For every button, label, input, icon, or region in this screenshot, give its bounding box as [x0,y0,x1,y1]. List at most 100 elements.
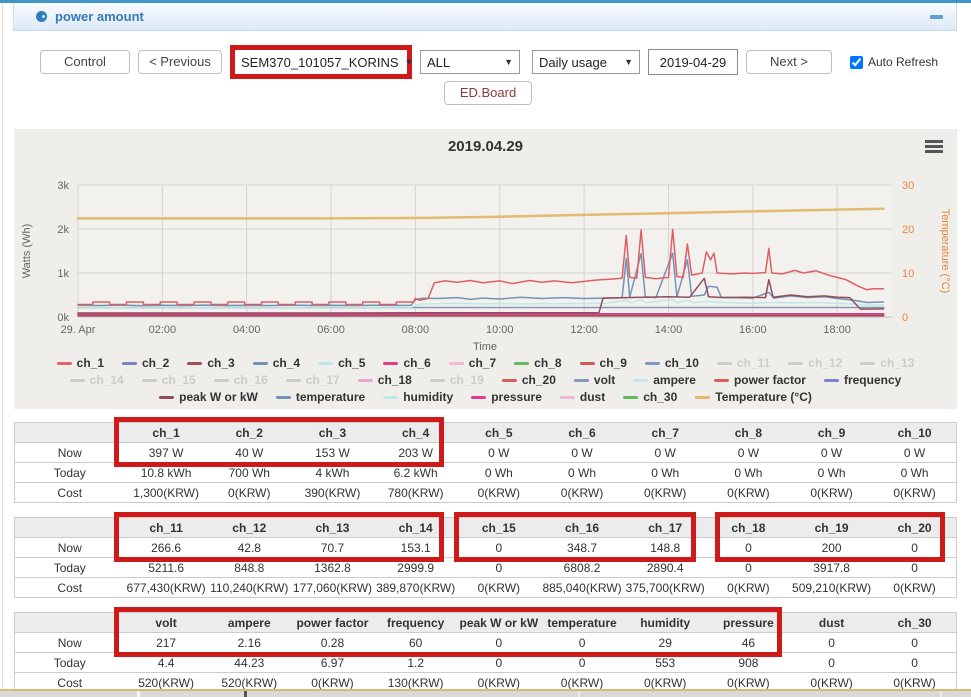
row-label: Cost [14,482,125,503]
channel-select-value: ALL [427,54,451,70]
usage-select[interactable]: Daily usage ▼ [532,50,640,74]
legend-marker [713,378,729,382]
legend-item-ch-30[interactable]: ch_30 [623,390,677,404]
legend-marker [56,361,72,365]
legend-item-ch-16[interactable]: ch_16 [213,373,268,387]
column-header: ch_8 [706,422,790,443]
table-cell: 203 W [374,442,458,463]
measure-table: volt ampere power factor frequency peak W or… [14,612,957,693]
legend-marker [471,395,487,399]
corner-cell [14,612,125,633]
legend-item-ch-3[interactable]: ch_3 [187,356,235,370]
table-cell: 0 W [706,442,790,463]
column-header: volt [124,612,208,633]
legend-item-ch-7[interactable]: ch_7 [448,356,496,370]
legend-item-dust[interactable]: dust [559,390,605,404]
svg-text:0k: 0k [57,312,69,324]
legend-marker [252,361,268,365]
table-cell: 348.7 [540,537,624,558]
auto-refresh-control: Auto Refresh [850,55,938,69]
legend-item-pressure[interactable]: pressure [471,390,542,404]
table-cell: 1362.8 [290,557,375,578]
legend-marker [716,361,732,365]
legend-item-ch-20[interactable]: ch_20 [501,373,556,387]
legend-item-ch-9[interactable]: ch_9 [579,356,627,370]
legend-label: volt [593,373,616,387]
column-header: peak W or kW [457,612,541,633]
legend-item-ch-19[interactable]: ch_19 [429,373,484,387]
legend-marker [644,361,660,365]
legend-marker [383,361,399,365]
legend-item-ch-14[interactable]: ch_14 [69,373,124,387]
minimize-button[interactable] [928,9,944,25]
legend-label: ch_8 [534,356,562,370]
table-cell: 4 kWh [290,462,375,483]
table-cell: 60 [374,632,458,653]
table-cell: 0 [873,652,957,673]
legend-item-ampere[interactable]: ampere [633,373,696,387]
corner-cell [14,517,125,538]
legend-item-power-factor[interactable]: power factor [713,373,806,387]
legend-item-ch-12[interactable]: ch_12 [788,356,842,370]
table-cell: 4.4 [124,652,208,673]
table-row: Now 217 2.16 0.28 60 0 0 29 46 0 0 [14,632,957,653]
legend-label: ch_10 [664,356,699,370]
legend-item-humidity[interactable]: humidity [383,390,453,404]
table-row: Today 5211.6 848.8 1362.8 2999.9 0 6808.2 2890.… [14,557,957,578]
legend-item-ch-18[interactable]: ch_18 [357,373,412,387]
table-cell: 0(KRW) [540,482,624,503]
device-select-value: SEM370_101057_KORINS [241,54,399,70]
legend-item-peak-w-or-kw[interactable]: peak W or kW [159,390,258,404]
table-cell: 0.28 [290,632,375,653]
legend-item-ch-2[interactable]: ch_2 [122,356,169,370]
legend-label: ch_2 [142,356,170,370]
column-header: ch_12 [207,517,291,538]
svg-text:2k: 2k [57,224,69,236]
chart-export-menu-icon[interactable] [923,140,945,156]
legend-item-ch-8[interactable]: ch_8 [514,356,562,370]
table-cell: 0 [457,632,541,653]
legend-item-temperature-c-[interactable]: Temperature (°C) [695,390,812,404]
legend-item-ch-15[interactable]: ch_15 [141,373,196,387]
legend-item-ch-5[interactable]: ch_5 [318,356,365,370]
legend-marker [788,361,804,365]
auto-refresh-checkbox[interactable] [850,55,863,69]
table-cell: 1.2 [374,652,458,673]
legend-item-ch-13[interactable]: ch_13 [860,356,914,370]
table-cell: 0 [457,652,541,673]
usage-select-value: Daily usage [539,54,607,70]
legend-item-ch-10[interactable]: ch_10 [644,356,699,370]
table-cell: 42.8 [207,537,291,558]
legend-marker [633,378,649,382]
table-cell: 5211.6 [124,557,208,578]
control-button[interactable]: Control [40,50,130,74]
legend-item-ch-1[interactable]: ch_1 [56,356,104,370]
table-cell: 110,240(KRW) [207,577,291,598]
legend-item-ch-17[interactable]: ch_17 [285,373,340,387]
legend-item-ch-11[interactable]: ch_11 [716,356,770,370]
row-label: Cost [14,577,125,598]
table-cell: 0(KRW) [706,482,790,503]
date-input[interactable] [648,49,738,75]
legend-marker [122,361,137,365]
table-cell: 44.23 [207,652,291,673]
column-header: ch_18 [706,517,790,538]
table-cell: 153 W [290,442,375,463]
legend-item-temperature[interactable]: temperature [275,390,365,404]
table-cell: 553 [623,652,707,673]
previous-button[interactable]: < Previous [138,50,222,74]
legend-item-ch-6[interactable]: ch_6 [383,356,431,370]
next-button[interactable]: Next > [746,50,832,74]
legend-item-frequency[interactable]: frequency [823,373,901,387]
table-cell: 0(KRW) [623,482,707,503]
legend-label: peak W or kW [179,390,258,404]
table-cell: 0(KRW) [706,577,790,598]
table-cell: 700 Wh [207,462,291,483]
table-cell: 6.2 kWh [374,462,458,483]
device-select[interactable]: SEM370_101057_KORINS ▼ [235,50,413,74]
legend-item-volt[interactable]: volt [573,373,616,387]
channel-select[interactable]: ALL ▼ [420,50,520,74]
legend-item-ch-4[interactable]: ch_4 [252,356,300,370]
ed-board-button[interactable]: ED.Board [444,81,532,105]
